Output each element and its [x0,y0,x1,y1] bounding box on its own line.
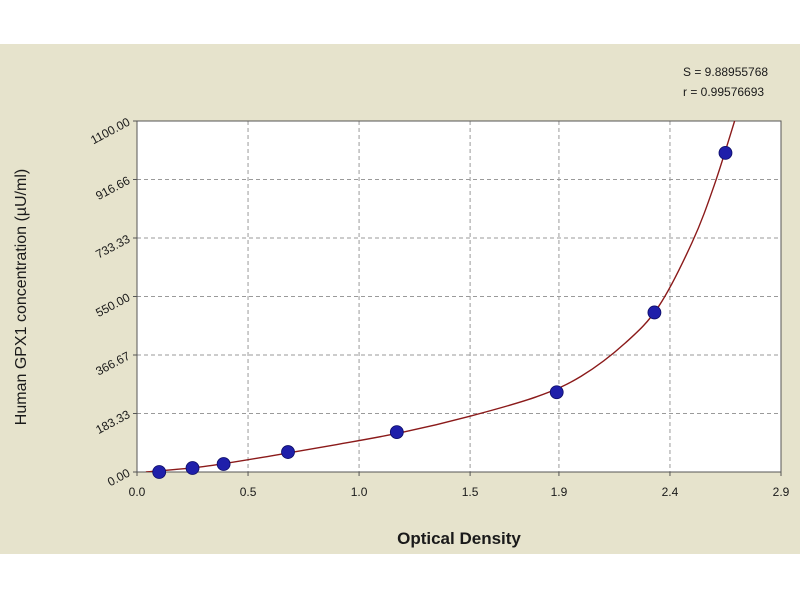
x-tick-label: 1.0 [351,485,368,499]
data-point [281,445,295,459]
x-tick-label: 2.9 [773,485,790,499]
data-point [185,461,200,475]
x-tick-label: 0.0 [129,485,146,499]
x-tick-label: 1.5 [462,485,479,499]
data-point [647,305,662,320]
fit-curve [145,121,736,472]
x-tick-label: 2.4 [662,485,679,499]
x-tick-label: 1.9 [551,485,568,499]
data-point [152,465,167,479]
x-axis-ticks: 0.0 0.5 1.0 1.5 1.9 2.4 2.9 [129,472,790,499]
stat-r-value: r = 0.99576693 [683,85,764,99]
grid-lines [137,121,781,472]
stat-s-value: S = 9.88955768 [683,65,768,79]
data-point [718,146,733,160]
data-points [152,146,733,479]
x-axis-label: Optical Density [397,529,521,548]
fit-curve-layer [145,121,736,472]
x-tick-label: 0.5 [240,485,257,499]
data-point [549,385,564,400]
data-point [389,425,404,440]
y-axis-label: Human GPX1 concentration (µU/ml) [13,169,30,425]
data-point [216,457,231,471]
